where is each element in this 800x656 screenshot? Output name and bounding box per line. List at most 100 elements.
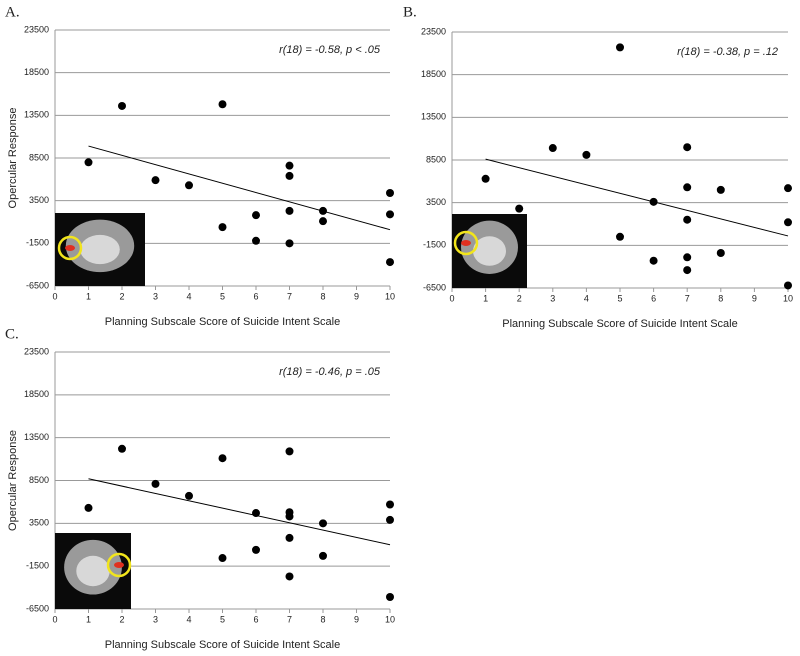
x-tick-label: 5 — [220, 614, 225, 624]
x-tick-label: 4 — [584, 293, 589, 303]
y-tick-label: -1500 — [423, 240, 446, 250]
y-tick-label: 8500 — [29, 152, 49, 162]
data-point — [683, 183, 692, 192]
panel-label: A. — [5, 4, 20, 20]
y-axis-label: Opercular Response — [7, 430, 19, 531]
x-tick-label: 1 — [86, 614, 91, 624]
y-tick-label: 8500 — [426, 154, 446, 164]
y-tick-label: 18500 — [24, 389, 49, 399]
x-tick-label: 0 — [52, 291, 57, 301]
panel-label: C. — [5, 326, 19, 342]
data-point — [252, 236, 260, 245]
x-tick-label: 9 — [354, 291, 359, 301]
data-point — [683, 215, 692, 224]
data-point — [185, 491, 193, 500]
trend-line — [88, 145, 391, 231]
data-point — [218, 554, 227, 563]
x-tick-label: 6 — [253, 291, 258, 301]
y-tick-label: 13500 — [24, 110, 49, 120]
data-point — [386, 210, 394, 219]
activation — [461, 240, 471, 246]
data-point — [285, 161, 294, 170]
data-point — [386, 515, 394, 524]
brain-inner — [80, 234, 120, 265]
y-tick-label: 23500 — [421, 26, 446, 36]
y-tick-label: -6500 — [423, 282, 446, 292]
x-tick-label: 10 — [783, 293, 793, 303]
data-point — [185, 181, 193, 190]
x-tick-label: 4 — [186, 614, 191, 624]
x-tick-label: 3 — [153, 291, 158, 301]
data-point — [285, 572, 294, 581]
data-point — [716, 185, 725, 194]
x-tick-label: 2 — [119, 291, 124, 301]
data-point — [649, 197, 658, 206]
x-tick-label: 5 — [617, 293, 622, 303]
data-point — [252, 211, 260, 220]
data-point — [252, 545, 260, 554]
brain-inner — [473, 236, 506, 266]
x-tick-label: 9 — [752, 293, 757, 303]
y-tick-label: 18500 — [24, 67, 49, 77]
x-tick-label: 4 — [186, 291, 191, 301]
x-tick-label: 7 — [287, 291, 292, 301]
data-point — [481, 174, 490, 183]
x-tick-label: 7 — [287, 614, 292, 624]
highlight-circle — [106, 552, 132, 578]
x-axis-label: Planning Subscale Score of Suicide Inten… — [502, 318, 737, 330]
x-tick-label: 6 — [651, 293, 656, 303]
x-tick-label: 3 — [153, 614, 158, 624]
data-point — [285, 533, 294, 542]
x-tick-label: 1 — [483, 293, 488, 303]
y-tick-label: -6500 — [26, 603, 49, 613]
x-tick-label: 3 — [550, 293, 555, 303]
y-tick-label: 23500 — [24, 346, 49, 356]
data-point — [683, 266, 692, 275]
data-point — [285, 171, 294, 180]
y-tick-label: 3500 — [29, 195, 49, 205]
x-tick-label: 8 — [320, 614, 325, 624]
x-tick-label: 5 — [220, 291, 225, 301]
data-point — [319, 551, 327, 560]
x-tick-label: 0 — [52, 614, 57, 624]
data-point — [319, 206, 327, 215]
y-tick-label: 3500 — [426, 197, 446, 207]
x-axis-label: Planning Subscale Score of Suicide Inten… — [105, 316, 340, 328]
y-tick-label: 23500 — [24, 24, 49, 34]
data-point — [683, 253, 692, 262]
x-tick-label: 8 — [718, 293, 723, 303]
annotation: r(18) = -0.58, p < .05 — [279, 44, 381, 56]
data-point — [386, 258, 394, 267]
panel-label: B. — [403, 4, 417, 20]
y-tick-label: 3500 — [29, 518, 49, 528]
y-tick-label: -1500 — [26, 561, 49, 571]
y-tick-label: 13500 — [24, 432, 49, 442]
x-tick-label: 10 — [385, 614, 395, 624]
activation — [65, 245, 75, 251]
data-point — [151, 479, 160, 488]
data-point — [616, 43, 624, 52]
data-point — [319, 519, 327, 528]
data-point — [582, 150, 591, 159]
data-point — [218, 454, 227, 463]
y-tick-label: -1500 — [26, 238, 49, 248]
data-point — [716, 249, 725, 258]
data-point — [616, 232, 624, 241]
x-tick-label: 9 — [354, 614, 359, 624]
data-point — [784, 184, 792, 193]
brain-inner — [76, 555, 110, 587]
y-axis-label: Opercular Response — [7, 108, 19, 209]
data-point — [386, 593, 394, 602]
data-point — [151, 176, 160, 185]
x-tick-label: 2 — [119, 614, 124, 624]
data-point — [784, 218, 792, 227]
data-point — [84, 158, 93, 167]
data-point — [649, 256, 658, 265]
data-point — [84, 503, 93, 512]
data-point — [784, 281, 792, 290]
highlight-circle — [453, 230, 479, 256]
data-point — [548, 144, 557, 153]
x-axis-label: Planning Subscale Score of Suicide Inten… — [105, 639, 340, 651]
data-point — [118, 444, 126, 453]
